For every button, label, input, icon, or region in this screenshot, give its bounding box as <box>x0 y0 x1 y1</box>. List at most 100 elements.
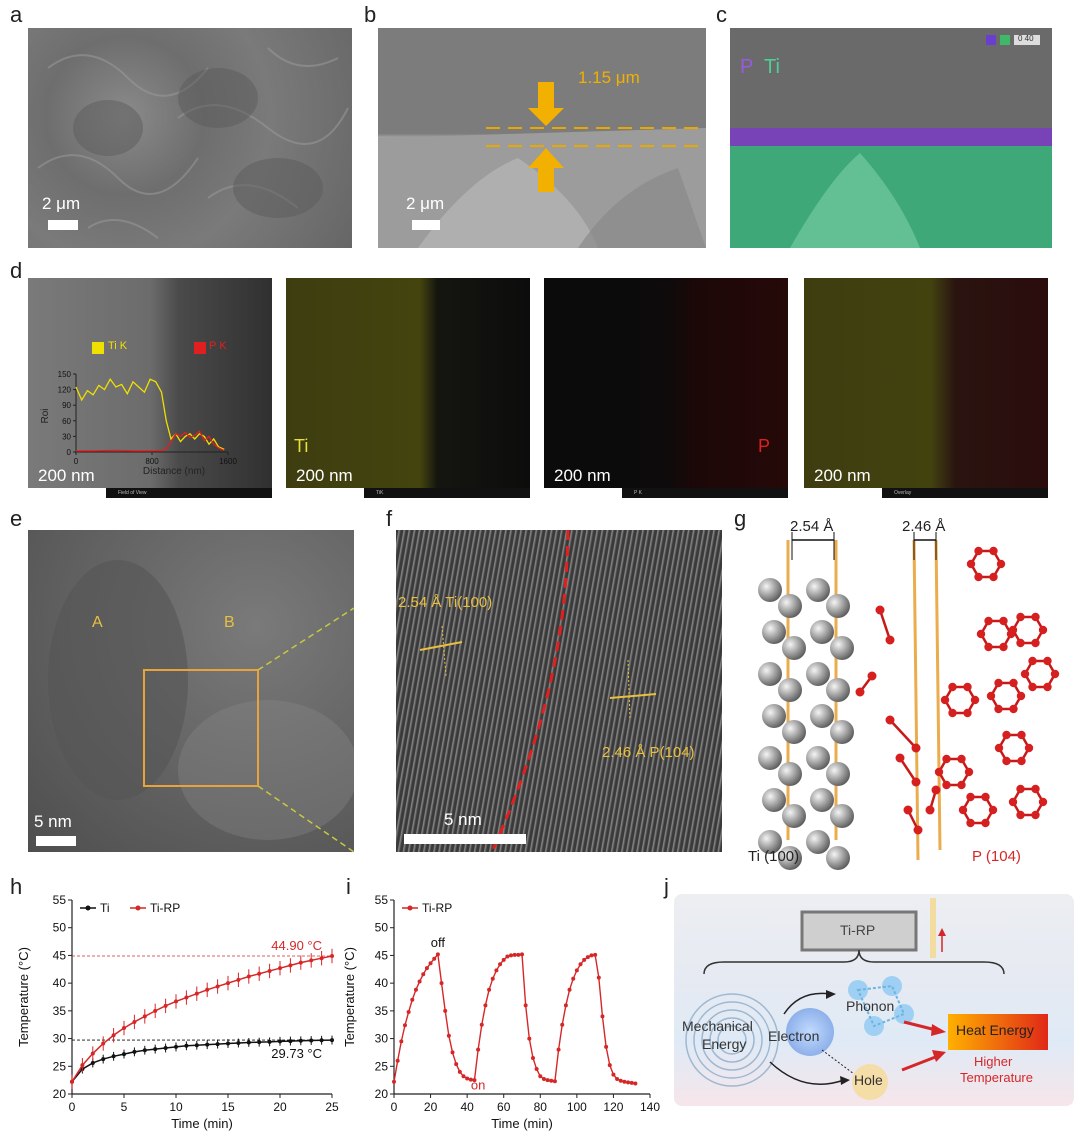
p-atom <box>1043 682 1052 692</box>
p-ring <box>1011 787 1045 817</box>
p-chain <box>878 609 892 641</box>
ti-atom <box>782 804 806 828</box>
point-h-0 <box>246 1040 251 1045</box>
p-atom <box>1028 682 1037 692</box>
ti-atom <box>810 704 834 728</box>
lattice-plane <box>912 539 920 861</box>
hrtem-image-e: A B 5 nm <box>28 530 354 852</box>
point-i <box>538 1074 543 1079</box>
scale-label-e: 5 nm <box>34 812 72 831</box>
ytick-label-h: 50 <box>53 921 67 935</box>
p-atom <box>875 605 885 615</box>
point-h-1 <box>298 960 303 965</box>
ti-atom <box>830 636 854 660</box>
ti-atom <box>806 662 830 686</box>
point-h-0 <box>226 1041 230 1046</box>
p-atom <box>1050 669 1060 679</box>
region-b-label: B <box>224 614 235 631</box>
panel-letter-e: e <box>10 506 23 531</box>
point-i <box>585 955 590 960</box>
p-atom <box>931 785 941 795</box>
p-atom <box>994 743 1004 753</box>
ti-spacing-annotation: 2.54 Å Ti(100) <box>398 594 493 611</box>
p-atom <box>1038 797 1048 807</box>
point-i <box>516 952 521 957</box>
panel-letter-f: f <box>386 506 393 531</box>
point-i <box>611 1072 616 1077</box>
eds-overlay-art <box>730 35 1052 248</box>
ytick-label-h: 55 <box>53 893 67 907</box>
electron-label: Electron <box>768 1028 820 1044</box>
xtick-label-d: 800 <box>145 457 159 466</box>
point-i <box>578 962 583 967</box>
p-atom <box>974 572 983 582</box>
point-i <box>395 1058 400 1063</box>
ylabel-d: Roi <box>40 408 51 423</box>
p-atom <box>1016 810 1025 820</box>
point-h-1 <box>205 987 210 992</box>
scale-label-d1: 200 nm <box>296 466 353 485</box>
point-h-1 <box>153 1008 158 1013</box>
point-h-1 <box>80 1063 85 1068</box>
point-i <box>424 966 429 971</box>
point-i <box>483 1003 488 1008</box>
ytick-label-d: 0 <box>67 448 72 457</box>
ti-atom <box>762 620 786 644</box>
p-ring <box>937 757 971 787</box>
point-h-0 <box>142 1048 147 1053</box>
p-atom <box>1031 612 1040 622</box>
xtick-label-d: 0 <box>74 457 79 466</box>
p-atom <box>1031 810 1040 820</box>
p-atom <box>1016 638 1025 648</box>
ti-atom <box>826 678 850 702</box>
point-i <box>465 1076 470 1081</box>
ti-atom <box>806 578 830 602</box>
linescan-chart: 0 30 60 90 120 150 0 800 1600 Distance (nm) Roi <box>40 370 237 477</box>
legend-label-i: Ti-RP <box>422 901 452 915</box>
point-i <box>417 979 422 984</box>
ytick-label-h: 20 <box>53 1087 67 1101</box>
ytick-label-i: 20 <box>375 1087 389 1101</box>
ti-spacing-label: 2.54 Å <box>790 518 834 535</box>
p-atom <box>942 754 951 764</box>
annotation-hi: 44.90 °C <box>271 938 322 953</box>
point-i <box>589 953 594 958</box>
p-atom <box>957 754 966 764</box>
point-h-0 <box>184 1043 189 1048</box>
p-ring <box>1023 659 1057 689</box>
lattice-plane <box>934 539 942 851</box>
p-atom <box>1020 669 1030 679</box>
p-atom <box>999 616 1008 626</box>
scale-strip-d3: Overlay <box>804 488 1048 498</box>
point-h-1 <box>278 966 282 971</box>
point-h-1 <box>319 956 324 961</box>
point-h-1 <box>101 1041 106 1046</box>
scale-label-a: 2 μm <box>42 194 81 213</box>
p-atom <box>1002 730 1011 740</box>
point-h-0 <box>194 1043 199 1048</box>
ytick-label-h: 45 <box>53 948 67 962</box>
point-h-1 <box>288 963 293 968</box>
point-i <box>490 976 495 981</box>
ti-atom <box>826 846 850 870</box>
ti-atom <box>762 704 786 728</box>
strip-label-d3: Overlay <box>894 490 912 496</box>
xlabel-i: Time (min) <box>491 1116 553 1131</box>
point-i <box>556 1047 561 1052</box>
ytick-label-i: 55 <box>375 893 389 907</box>
eds-element-p: P <box>740 56 754 78</box>
p-atom <box>989 546 998 556</box>
series-line-h-1 <box>71 955 333 1083</box>
point-i <box>472 1078 477 1083</box>
point-i <box>421 972 426 977</box>
scale-bar-a <box>48 220 78 230</box>
ytick-label-d: 60 <box>62 417 71 426</box>
p-atom <box>1031 784 1040 794</box>
p-ring <box>961 795 995 825</box>
p-atom <box>994 678 1003 688</box>
eds-element-ti: Ti <box>764 56 780 78</box>
p-atom <box>996 559 1006 569</box>
xtick-label-i: 60 <box>497 1100 511 1114</box>
p-atom <box>903 805 913 815</box>
strip-label-d0: Field of View <box>118 490 147 496</box>
